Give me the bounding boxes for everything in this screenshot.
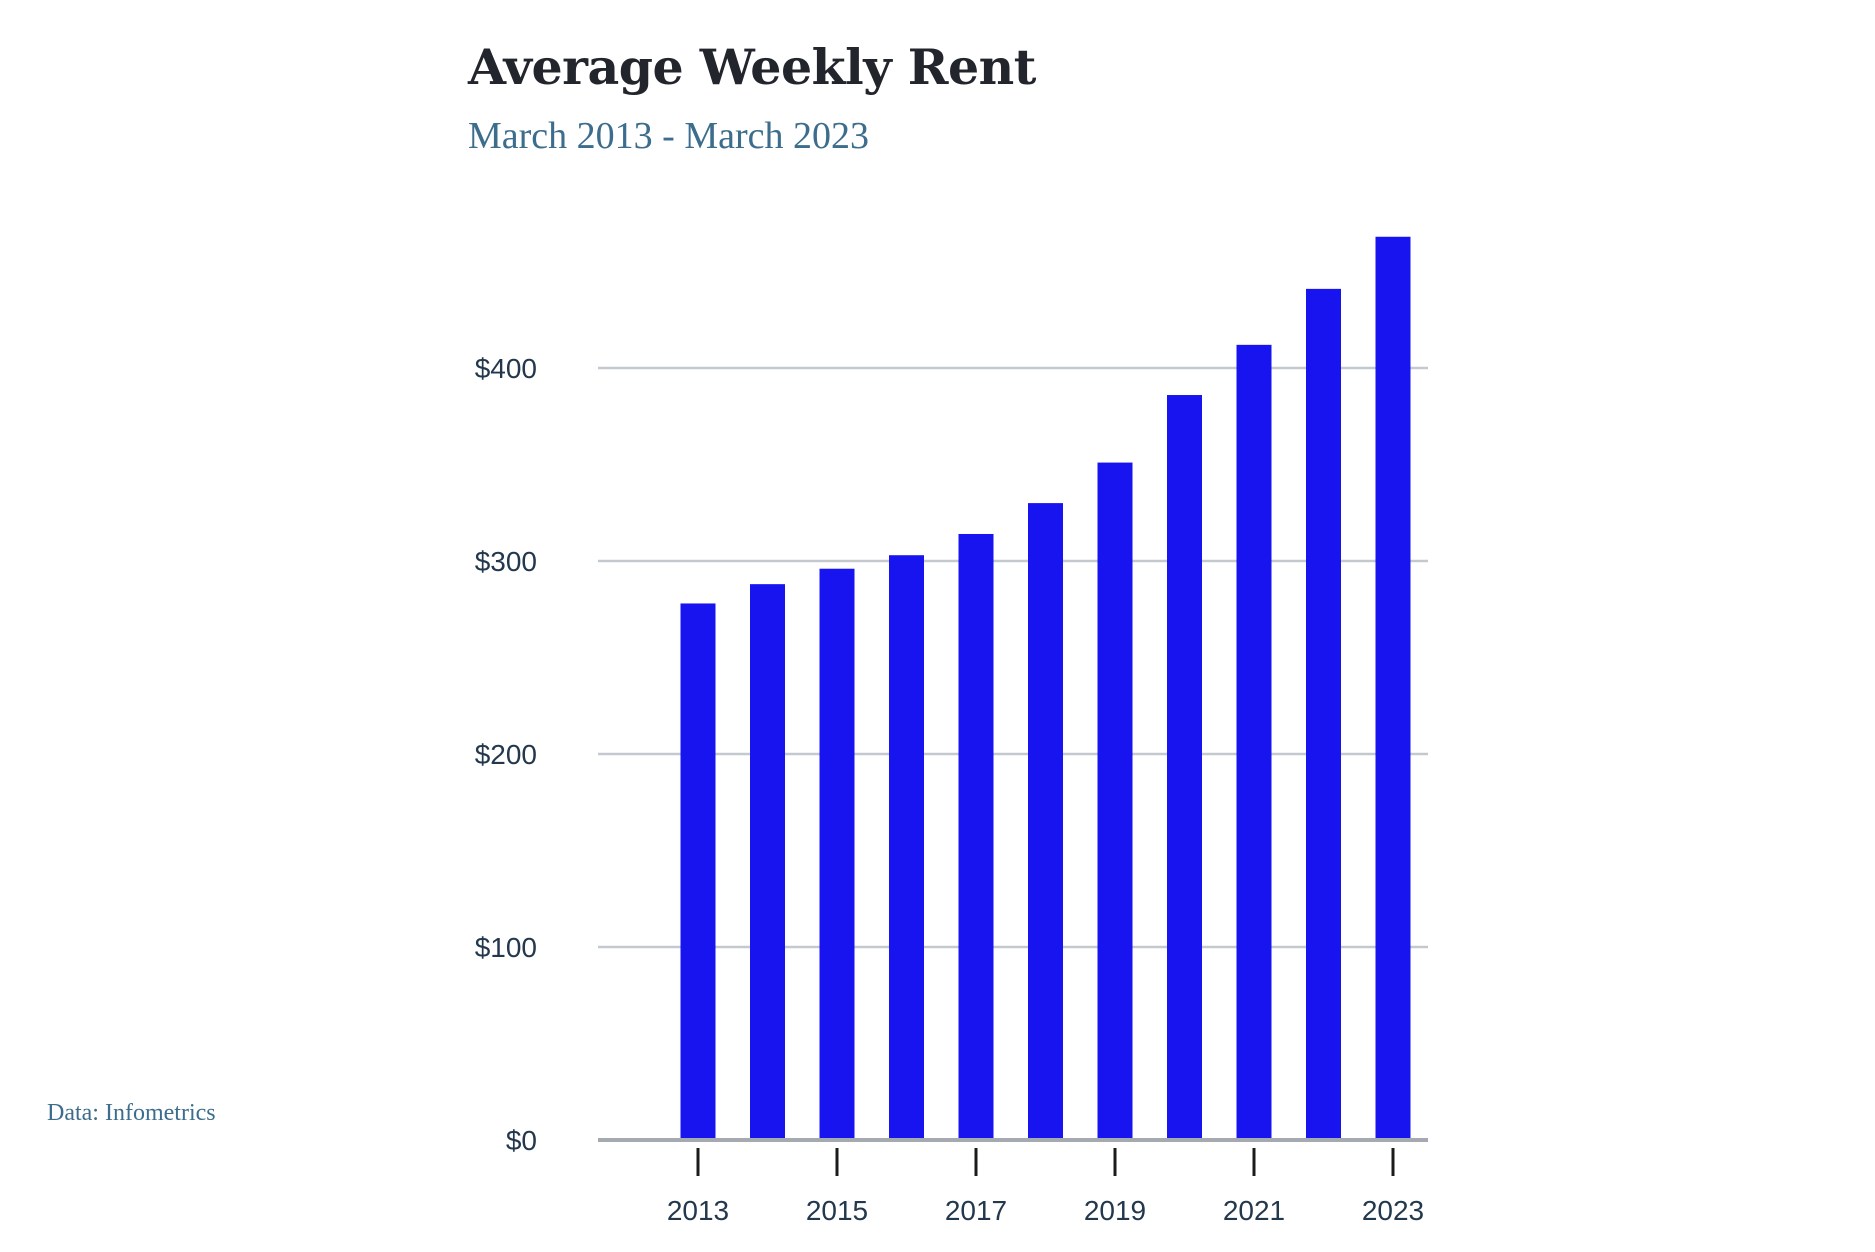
x-tick-label: 2023	[1362, 1195, 1424, 1226]
bar-2021	[1236, 344, 1272, 1141]
bar-2013	[680, 603, 716, 1140]
source-note: Data: Infometrics	[47, 1100, 216, 1126]
bars	[680, 236, 1411, 1141]
axes: $0 $100 $200 $300 $400 2013 2015 2017 2019 2021 20…	[475, 353, 1428, 1226]
x-tick-label: 2015	[806, 1195, 868, 1226]
bar-2017	[958, 533, 994, 1140]
chart-subtitle: March 2013 - March 2023	[468, 115, 870, 157]
x-tick-label: 2021	[1223, 1195, 1285, 1226]
bar-2019	[1097, 462, 1133, 1140]
chart-title: Average Weekly Rent	[468, 38, 1036, 96]
bar-2022	[1306, 288, 1341, 1140]
bar-2018	[1028, 503, 1063, 1141]
x-tick-label: 2017	[945, 1195, 1007, 1226]
bar-2016	[889, 555, 924, 1140]
x-tick-label: 2013	[667, 1195, 729, 1226]
gridlines	[598, 366, 1428, 949]
y-tick-label: $300	[475, 546, 537, 577]
bar-2015	[819, 568, 855, 1140]
y-tick-label: $200	[475, 739, 537, 770]
y-tick-label: $100	[475, 932, 537, 963]
bar-2014	[750, 584, 785, 1140]
x-tick-label: 2019	[1084, 1195, 1146, 1226]
bar-2023	[1375, 236, 1411, 1140]
bar-2020	[1167, 395, 1202, 1140]
y-tick-label: $0	[506, 1125, 537, 1156]
y-tick-label: $400	[475, 353, 537, 384]
